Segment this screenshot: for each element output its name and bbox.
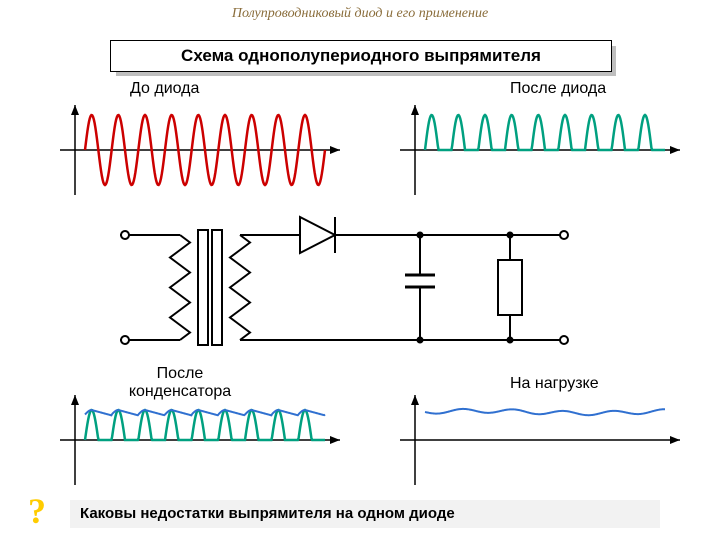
label-on-load: На нагрузке: [510, 375, 599, 393]
waveform-on-load: [400, 395, 680, 485]
question-text: Каковы недостатки выпрямителя на одном д…: [70, 500, 660, 528]
label-after-diode: После диода: [510, 80, 606, 98]
waveform-before-diode: [60, 105, 340, 195]
label-before-diode: До диода: [130, 80, 199, 98]
page-header: Полупроводниковый диод и его применение: [0, 0, 720, 36]
waveform-after-diode: [400, 105, 680, 195]
title-text: Схема однополупериодного выпрямителя: [110, 40, 612, 72]
question-mark-icon: ?: [28, 490, 46, 532]
waveform-after-capacitor: [60, 395, 340, 485]
circuit-diagram: [120, 215, 600, 360]
title-box: Схема однополупериодного выпрямителя: [110, 40, 610, 72]
